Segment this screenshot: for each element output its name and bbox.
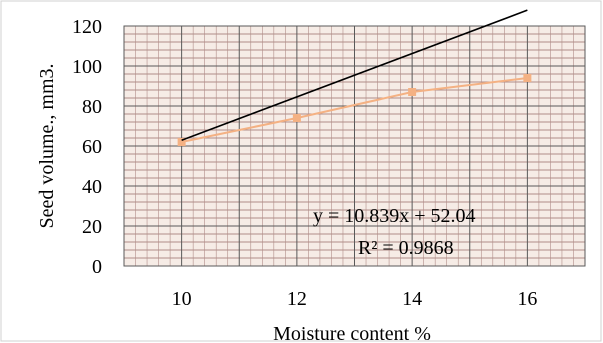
x-tick-label: 12: [287, 288, 307, 310]
x-tick-label: 14: [402, 288, 422, 310]
y-tick-label: 40: [82, 176, 102, 198]
trendline-layer: [181, 9, 528, 141]
data-point: [408, 88, 417, 96]
y-axis-label: Seed volume., mm3.: [36, 64, 58, 229]
data-point: [292, 114, 301, 122]
trendline: [181, 9, 528, 141]
plot-area-border: [123, 25, 586, 267]
y-tick-label: 100: [72, 56, 102, 78]
y-axis-tick-labels: 0 20 40 60 80 100 120: [72, 16, 102, 278]
y-tick-label: 80: [82, 96, 102, 118]
data-point: [523, 74, 532, 82]
series-line: [181, 77, 528, 143]
data-series: [177, 74, 532, 146]
x-tick-label: 16: [517, 288, 537, 310]
trendline-equation: y = 10.839x + 52.04: [313, 205, 476, 227]
y-tick-label: 120: [72, 16, 102, 38]
x-axis-tick-labels: 10 12 14 16: [172, 288, 538, 310]
x-axis-label: Moisture content %: [273, 323, 431, 343]
trendline-r-squared: R² = 0.9868: [358, 237, 454, 259]
y-tick-label: 20: [82, 216, 102, 238]
data-point: [177, 138, 186, 146]
x-tick-label: 10: [172, 288, 192, 310]
y-tick-label: 60: [82, 136, 102, 158]
y-tick-label: 0: [92, 256, 102, 278]
